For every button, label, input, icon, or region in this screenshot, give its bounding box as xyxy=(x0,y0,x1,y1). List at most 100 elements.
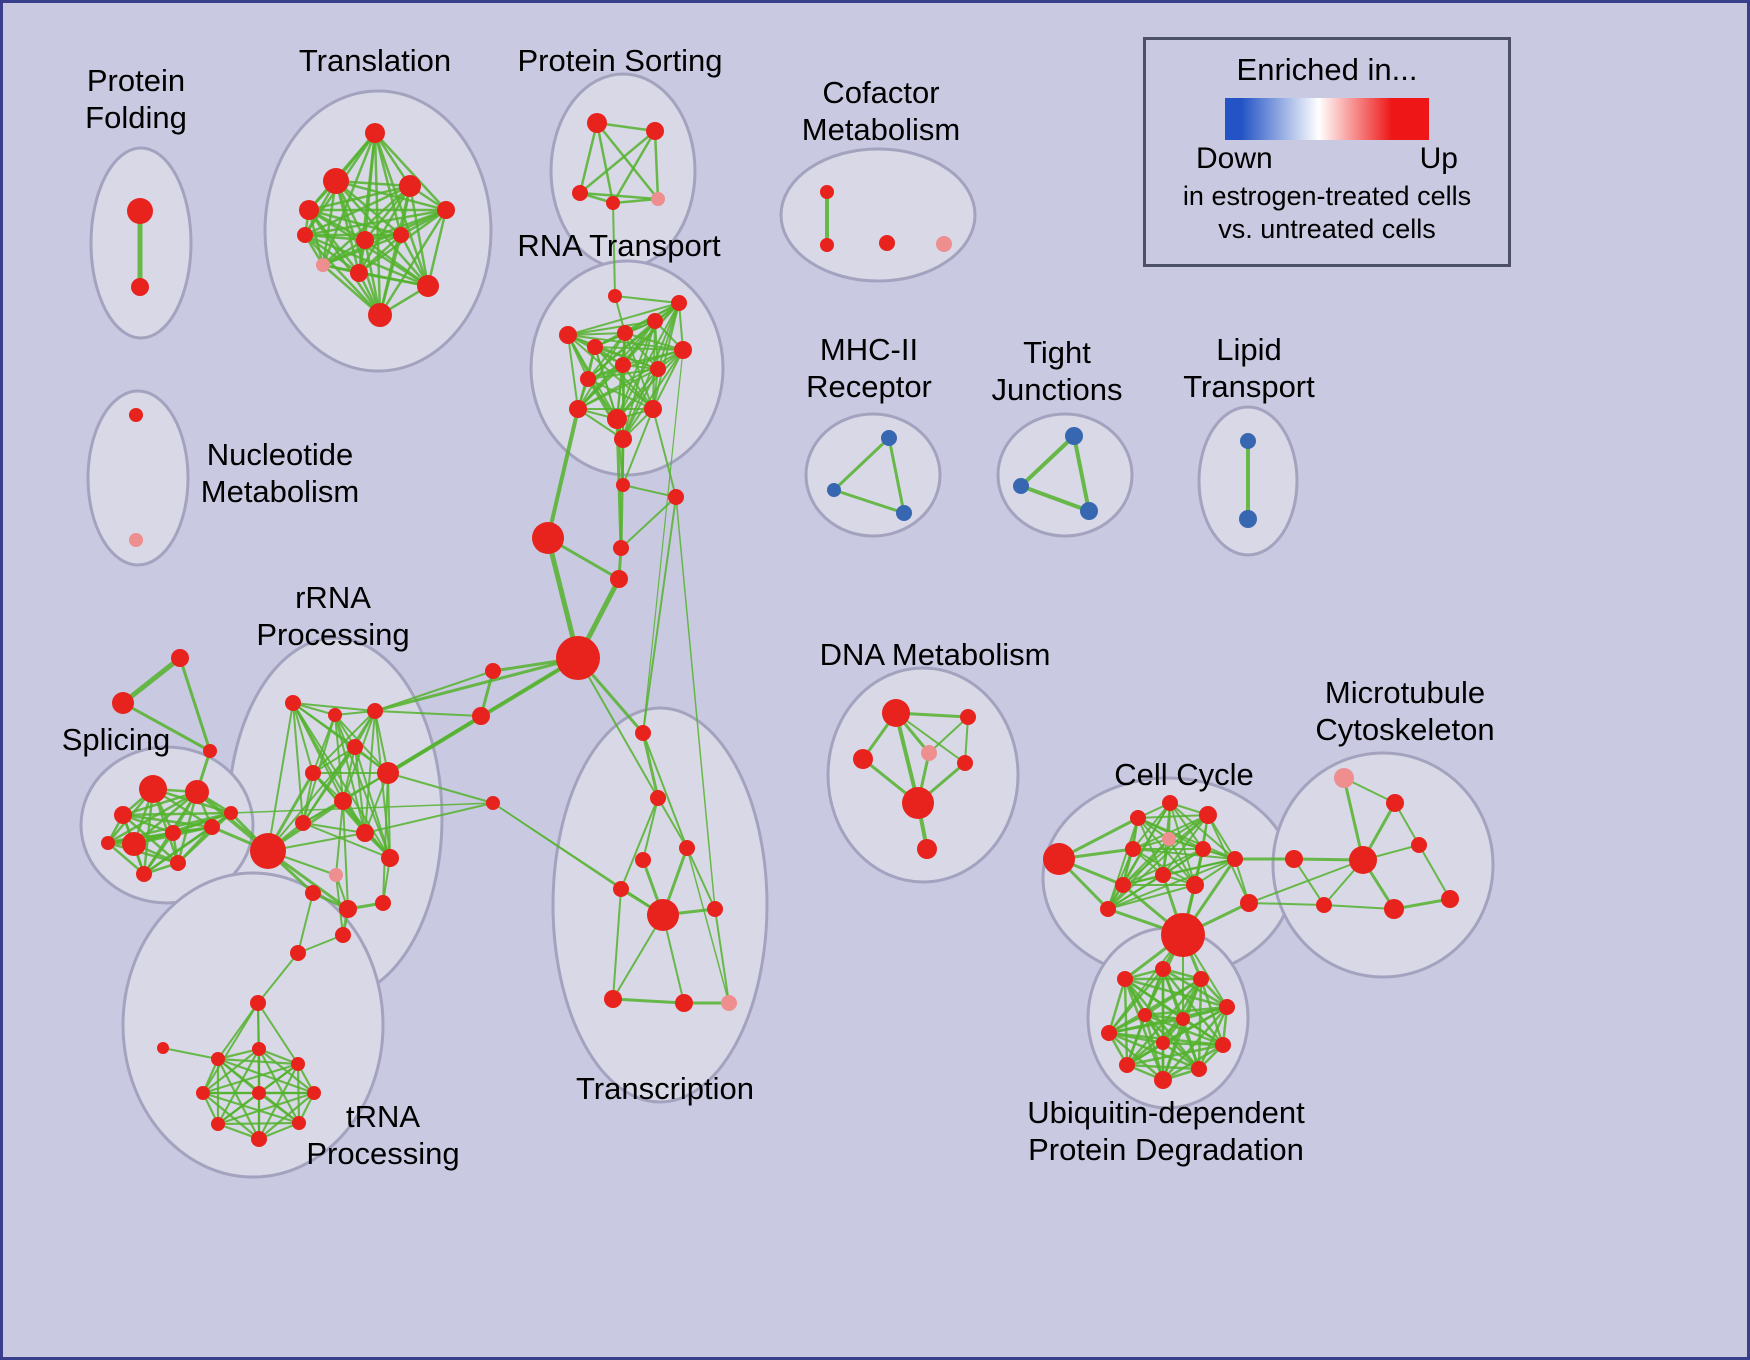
network-edge[interactable] xyxy=(1143,1005,1229,1017)
network-edge[interactable] xyxy=(373,131,448,212)
network-edge[interactable] xyxy=(201,1047,261,1095)
network-node[interactable] xyxy=(1162,795,1178,811)
network-node[interactable] xyxy=(1138,1008,1152,1022)
network-node[interactable] xyxy=(606,196,620,210)
network-edge[interactable] xyxy=(1137,817,1236,860)
network-edge[interactable] xyxy=(387,772,494,804)
network-edge[interactable] xyxy=(307,184,412,212)
network-node[interactable] xyxy=(707,901,723,917)
network-node[interactable] xyxy=(644,400,662,418)
network-node[interactable] xyxy=(114,806,132,824)
network-edge[interactable] xyxy=(577,657,659,799)
network-edge[interactable] xyxy=(1019,484,1091,513)
network-edge[interactable] xyxy=(620,496,677,549)
network-node[interactable] xyxy=(921,745,937,761)
network-edge[interactable] xyxy=(577,408,624,440)
network-node[interactable] xyxy=(297,227,313,243)
network-edge[interactable] xyxy=(546,407,580,540)
network-node[interactable] xyxy=(417,275,439,297)
network-node[interactable] xyxy=(650,790,666,806)
network-edge[interactable] xyxy=(832,436,891,492)
network-edge[interactable] xyxy=(335,800,344,876)
network-edge[interactable] xyxy=(303,184,412,237)
network-edge[interactable] xyxy=(1019,434,1076,488)
network-edge[interactable] xyxy=(895,712,966,764)
network-edge[interactable] xyxy=(257,1062,300,1095)
network-node[interactable] xyxy=(367,703,383,719)
network-edge[interactable] xyxy=(587,378,654,410)
network-edge[interactable] xyxy=(357,271,430,288)
network-edge[interactable] xyxy=(686,847,716,910)
network-node[interactable] xyxy=(820,238,834,252)
network-node[interactable] xyxy=(1117,971,1133,987)
network-edge[interactable] xyxy=(1248,902,1325,906)
network-node[interactable] xyxy=(1155,867,1171,883)
network-edge[interactable] xyxy=(162,1047,219,1060)
network-node[interactable] xyxy=(127,198,153,224)
network-node[interactable] xyxy=(211,1117,225,1131)
network-node[interactable] xyxy=(827,483,841,497)
network-edge[interactable] xyxy=(587,302,680,380)
network-node[interactable] xyxy=(1161,913,1205,957)
network-edge[interactable] xyxy=(1323,904,1395,910)
network-node[interactable] xyxy=(291,1057,305,1071)
network-node[interactable] xyxy=(122,832,146,856)
network-node[interactable] xyxy=(1162,832,1176,846)
network-edge[interactable] xyxy=(334,179,403,237)
network-edge[interactable] xyxy=(1143,977,1203,1017)
network-edge[interactable] xyxy=(611,197,660,205)
network-node[interactable] xyxy=(472,707,490,725)
network-node[interactable] xyxy=(556,636,600,680)
network-node[interactable] xyxy=(1219,999,1235,1015)
network-node[interactable] xyxy=(292,1116,306,1130)
network-node[interactable] xyxy=(305,765,321,781)
network-node[interactable] xyxy=(1349,846,1377,874)
network-node[interactable] xyxy=(399,175,421,197)
network-edge[interactable] xyxy=(1125,1013,1147,1067)
network-edge[interactable] xyxy=(1161,1017,1185,1082)
network-edge[interactable] xyxy=(374,710,482,717)
network-node[interactable] xyxy=(339,900,357,918)
network-edge[interactable] xyxy=(363,238,382,317)
network-node[interactable] xyxy=(136,866,152,882)
network-node[interactable] xyxy=(1154,1071,1172,1089)
network-node[interactable] xyxy=(1100,901,1116,917)
network-edge[interactable] xyxy=(297,892,314,954)
network-node[interactable] xyxy=(668,489,684,505)
network-node[interactable] xyxy=(1239,510,1257,528)
network-edge[interactable] xyxy=(257,1002,299,1065)
network-edge[interactable] xyxy=(292,702,314,774)
network-edge[interactable] xyxy=(386,714,483,775)
network-node[interactable] xyxy=(170,855,186,871)
network-edge[interactable] xyxy=(121,790,199,817)
network-node[interactable] xyxy=(1227,851,1243,867)
network-node[interactable] xyxy=(1065,427,1083,445)
network-edge[interactable] xyxy=(675,496,716,910)
network-edge[interactable] xyxy=(1143,1013,1225,1047)
network-node[interactable] xyxy=(820,185,834,199)
network-node[interactable] xyxy=(1191,1061,1207,1077)
network-node[interactable] xyxy=(604,990,622,1008)
network-node[interactable] xyxy=(307,1086,321,1100)
network-node[interactable] xyxy=(1013,478,1029,494)
network-node[interactable] xyxy=(587,339,603,355)
network-canvas[interactable]: Protein Folding Translation Protein Sorting… xyxy=(3,3,1750,1360)
network-edge[interactable] xyxy=(216,1057,261,1141)
network-edge[interactable] xyxy=(622,349,684,440)
network-edge[interactable] xyxy=(928,716,969,754)
network-node[interactable] xyxy=(1193,971,1209,987)
network-edge[interactable] xyxy=(216,1057,261,1095)
network-node[interactable] xyxy=(1411,837,1427,853)
network-node[interactable] xyxy=(1156,1036,1170,1050)
network-node[interactable] xyxy=(350,264,368,282)
network-edge[interactable] xyxy=(624,332,659,370)
network-edge[interactable] xyxy=(1123,977,1165,1082)
network-node[interactable] xyxy=(365,123,385,143)
network-edge[interactable] xyxy=(321,184,412,267)
network-node[interactable] xyxy=(559,326,577,344)
network-edge[interactable] xyxy=(1107,1031,1165,1045)
network-node[interactable] xyxy=(902,787,934,819)
network-node[interactable] xyxy=(486,796,500,810)
network-edge[interactable] xyxy=(620,797,659,890)
network-edge[interactable] xyxy=(292,702,304,824)
